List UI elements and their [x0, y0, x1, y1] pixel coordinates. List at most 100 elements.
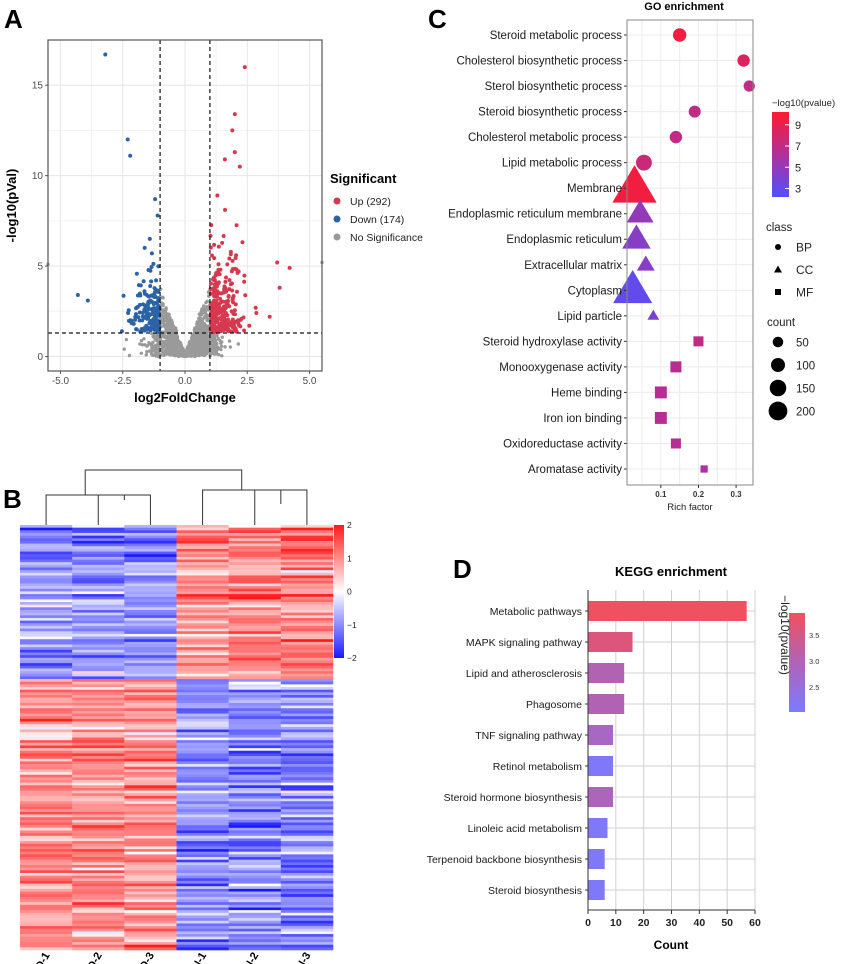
- heatmap-cell: [228, 825, 282, 829]
- volcano-point-up: [230, 317, 235, 322]
- heatmap-cell: [20, 578, 73, 582]
- volcano-point-down: [137, 310, 142, 315]
- heatmap-cell: [20, 665, 73, 669]
- heatmap-cell: [176, 564, 229, 568]
- heatmap-cell: [176, 591, 229, 595]
- heatmap-cell: [228, 748, 282, 752]
- heatmap-cell: [176, 947, 229, 951]
- heatmap-cell: [280, 567, 334, 571]
- heatmap-cell: [20, 628, 73, 632]
- heatmap-cell: [20, 692, 73, 696]
- volcano-point-ns: [160, 321, 165, 325]
- heatmap-cell: [124, 888, 177, 892]
- heatmap-cell: [280, 766, 334, 770]
- heatmap-cell: [280, 681, 334, 685]
- x-axis-label: log2FoldChange: [134, 390, 236, 405]
- heatmap-cell: [176, 732, 229, 736]
- heatmap-cell: [280, 535, 334, 539]
- heatmap-cell: [280, 875, 334, 879]
- heatmap-cell: [72, 535, 125, 539]
- volcano-point-down: [144, 323, 149, 328]
- bar: [588, 849, 605, 869]
- x-tick-label: 60: [749, 917, 761, 929]
- heatmap-cell: [176, 825, 229, 829]
- heatmap-cell: [124, 859, 177, 863]
- heatmap-cell: [280, 617, 334, 621]
- heatmap-cell: [72, 737, 125, 741]
- volcano-point-ns: [171, 324, 175, 328]
- heatmap-cell: [176, 567, 229, 571]
- heatmap-cell: [20, 849, 73, 853]
- heatmap-cell: [72, 734, 125, 738]
- heatmap-cell: [124, 596, 177, 600]
- heatmap-cell: [228, 939, 282, 943]
- heatmap-cell: [228, 724, 282, 728]
- heatmap-cell: [124, 617, 177, 621]
- heatmap-cell: [280, 532, 334, 536]
- heatmap-cell: [20, 695, 73, 698]
- heatmap-cell: [176, 745, 229, 749]
- heatmap-cell: [176, 668, 229, 672]
- heatmap-cell: [176, 769, 229, 773]
- heatmap-cell: [228, 607, 282, 611]
- heatmap-cell: [124, 599, 177, 603]
- heatmap-cell: [72, 620, 125, 624]
- volcano-point-ns: [203, 323, 207, 327]
- volcano-point-up: [277, 285, 282, 290]
- heatmap-cell: [72, 896, 125, 900]
- heatmap-cell: [280, 583, 334, 587]
- volcano-point-ns: [213, 338, 218, 343]
- heatmap-cell: [228, 684, 282, 688]
- heatmap-cell: [20, 570, 73, 574]
- heatmap-cell: [72, 538, 125, 542]
- heatmap-cell: [228, 777, 282, 781]
- heatmap-cell: [124, 700, 177, 704]
- heatmap-cell: [20, 572, 73, 576]
- heatmap-cell: [176, 575, 229, 579]
- heatmap-cell: [280, 586, 334, 590]
- heatmap-cell: [228, 623, 282, 627]
- heatmap-cell: [176, 920, 229, 924]
- heatmap-cell: [72, 803, 125, 807]
- heatmap-cell: [228, 833, 282, 837]
- heatmap-cell: [176, 819, 229, 823]
- column-label: EXD-1: [26, 951, 53, 964]
- heatmap-cell: [20, 607, 73, 611]
- heatmap-cell: [176, 586, 229, 590]
- heatmap-cell: [72, 572, 125, 576]
- go-point-circle: [688, 105, 701, 118]
- volcano-point-ns: [227, 339, 232, 343]
- x-tick-label: -5.0: [52, 376, 70, 387]
- heatmap-cell: [176, 942, 229, 945]
- heatmap-cell: [72, 753, 125, 757]
- volcano-point-ns: [173, 338, 177, 342]
- volcano-point-ns: [145, 344, 149, 348]
- heatmap-cell: [228, 617, 282, 621]
- heatmap-cell: [228, 934, 282, 938]
- heatmap-cell: [176, 681, 229, 685]
- heatmap-cell: [176, 687, 229, 690]
- heatmap-cell: [176, 631, 229, 635]
- heatmap-cell: [280, 811, 334, 815]
- heatmap-cell: [124, 857, 177, 860]
- heatmap-cell: [72, 695, 125, 698]
- heatmap-cell: [72, 673, 125, 677]
- volcano-point-up: [223, 313, 228, 318]
- heatmap-cell: [72, 918, 125, 922]
- heatmap-cell: [280, 607, 334, 611]
- colorbar-tick-label: −2: [347, 653, 357, 663]
- heatmap-cell: [20, 540, 73, 544]
- heatmap-cell: [280, 657, 334, 661]
- heatmap-cell: [228, 841, 282, 845]
- category-label: Cholesterol metabolic process: [468, 132, 622, 144]
- heatmap-cell: [176, 599, 229, 603]
- heatmap-cell: [20, 827, 73, 831]
- size-legend-label: 100: [796, 361, 815, 373]
- heatmap-cell: [72, 641, 125, 645]
- heatmap-cell: [20, 907, 73, 911]
- heatmap-cell: [72, 710, 125, 714]
- heatmap-cell: [176, 663, 229, 667]
- heatmap-cell: [280, 894, 334, 898]
- heatmap-cell: [20, 620, 73, 624]
- heatmap-cell: [280, 628, 334, 632]
